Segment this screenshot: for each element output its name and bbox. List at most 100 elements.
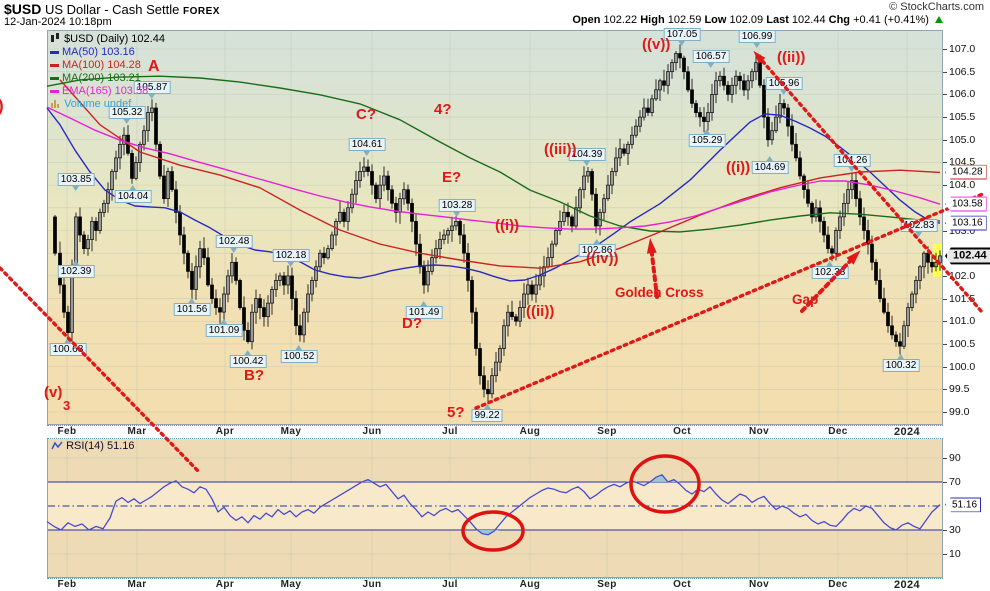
price-box-102.44: 102.44 — [945, 247, 990, 265]
volume-label: Volume undef — [64, 98, 132, 110]
month-label-oct: Oct — [673, 579, 691, 590]
ma100-line-icon — [50, 63, 59, 67]
price-callout-low: 104.04 — [114, 185, 152, 204]
annotation-text: 3 — [63, 398, 71, 413]
rsi-legend: RSI(14) 51.16 — [51, 440, 135, 452]
price-axis-tick: 100.5 — [949, 337, 976, 350]
annotation-text: ((iv)) — [586, 250, 619, 267]
price-axis-tickmark — [943, 117, 947, 119]
month-label-sep: Sep — [597, 579, 617, 590]
chart-datetime: 12-Jan-2024 10:18pm — [4, 16, 112, 28]
price-callout-high: 104.26 — [833, 154, 871, 173]
price-axis-tick: 105.0 — [949, 133, 976, 146]
callout-pointer-icon — [123, 118, 131, 125]
callout-pointer-icon — [678, 39, 686, 46]
callout-pointer-icon — [593, 238, 601, 245]
month-label-nov: Nov — [748, 579, 770, 590]
quote-line: Open 102.22 High 102.59 Low 102.09 Last … — [572, 14, 943, 26]
high-label: High — [640, 14, 665, 26]
rsi-axis-tickmark — [943, 554, 947, 555]
callout-pointer-icon — [583, 160, 591, 167]
callout-pointer-icon — [780, 89, 788, 96]
callout-pointer-icon — [148, 93, 156, 100]
legend-ma200-row: MA(200) 103.21 — [50, 72, 165, 85]
ma200-label: MA(200) 103.21 — [62, 72, 141, 84]
month-axis-top: Feb Mar Apr May Jun Jul Aug Sep Oct Nov Dec 2024 — [47, 425, 943, 439]
price-axis-tick: 100.0 — [949, 360, 976, 373]
price-callout-low: 100.68 — [49, 337, 87, 356]
price-axis-tickmark — [943, 343, 947, 345]
annotation-text: (v) — [44, 384, 63, 401]
month-label-dec: Dec — [828, 579, 848, 590]
annotation-text: C? — [356, 106, 376, 123]
month-label-apr: Apr — [215, 579, 235, 590]
month-label-sep: Sep — [597, 426, 617, 437]
callout-pointer-icon — [897, 354, 905, 361]
legend-main-label: $USD (Daily) 102.44 — [64, 33, 165, 45]
price-axis-tickmark — [943, 275, 947, 277]
price-callout-high: 107.05 — [663, 27, 701, 46]
annotation-text: E? — [442, 169, 462, 186]
price-axis-tickmark — [943, 366, 947, 368]
annotation-text: ((ii)) — [526, 303, 555, 320]
callout-pointer-icon — [363, 150, 371, 157]
change-up-icon — [935, 16, 943, 23]
price-box-103.58: 103.58 — [945, 196, 987, 212]
price-axis-tickmark — [943, 49, 947, 50]
price-callout-low: 104.69 — [751, 155, 789, 174]
rsi-legend-label: RSI(14) 51.16 — [66, 440, 135, 452]
price-callout-high: 102.18 — [272, 248, 310, 267]
month-label-aug: Aug — [519, 579, 541, 590]
callout-pointer-icon — [848, 166, 856, 173]
price-callout-high: 102.48 — [215, 235, 253, 254]
month-label-feb: Feb — [57, 579, 77, 590]
annotation-text: ((i)) — [726, 159, 751, 176]
ma100-label: MA(100) 104.28 — [62, 59, 141, 71]
price-axis-tick: 105.5 — [949, 111, 976, 124]
month-label-oct: Oct — [673, 426, 691, 437]
rsi-value-box: 51.16 — [945, 497, 982, 513]
price-axis-tick: 106.5 — [949, 65, 976, 78]
last-value: 102.44 — [791, 14, 826, 26]
month-label-2024: 2024 — [893, 579, 921, 591]
ma50-label: MA(50) 103.16 — [62, 46, 135, 58]
legend-ema165-row: EMA(165) 103.58 — [50, 85, 165, 98]
annotation-text: 5? — [447, 404, 465, 421]
month-axis-bottom: Feb Mar Apr May Jun Jul Aug Sep Oct Nov Dec 2024 — [47, 578, 943, 591]
price-callout-high: 105.87 — [133, 81, 171, 100]
callout-pointer-icon — [188, 297, 196, 304]
month-label-mar: Mar — [127, 579, 147, 590]
price-box-103.16: 103.16 — [945, 215, 987, 231]
callout-pointer-icon — [72, 184, 80, 191]
month-label-2024: 2024 — [893, 426, 921, 438]
rsi-icon — [51, 441, 63, 450]
price-axis-tick: 107.0 — [949, 43, 976, 55]
annotation-text: ) — [0, 96, 4, 116]
annotation-text: D? — [402, 315, 422, 332]
month-label-aug: Aug — [519, 426, 541, 437]
chg-label: Chg — [828, 14, 851, 26]
annotation-text: ((iii)) — [544, 141, 577, 158]
last-label: Last — [766, 14, 789, 26]
callout-pointer-icon — [220, 319, 228, 326]
rsi-axis-tick: 30 — [949, 524, 961, 536]
ema165-label: EMA(165) 103.58 — [62, 85, 149, 97]
price-callout-low: 102.39 — [57, 260, 95, 279]
rsi-axis-tick: 10 — [949, 548, 961, 560]
annotation-text: 4? — [434, 101, 452, 118]
callout-pointer-icon — [420, 301, 428, 308]
chart-header: $USD US Dollar - Cash Settle FOREX — [4, 1, 220, 17]
copyright: © StockCharts.com — [889, 1, 984, 13]
rsi-axis-tick: 70 — [949, 476, 961, 488]
month-label-may: May — [280, 426, 302, 437]
callout-pointer-icon — [753, 42, 761, 49]
price-axis-tick: 99.5 — [949, 383, 970, 396]
price-callout-low: 102.38 — [811, 260, 849, 279]
price-axis-tickmark — [943, 412, 947, 413]
price-axis-tickmark — [943, 230, 947, 232]
price-callout-high: 106.57 — [692, 49, 730, 68]
chart-type-icon — [51, 33, 59, 42]
price-callout-low: 101.56 — [173, 297, 211, 316]
month-label-may: May — [280, 579, 302, 590]
price-callout-high: 105.96 — [765, 77, 803, 96]
